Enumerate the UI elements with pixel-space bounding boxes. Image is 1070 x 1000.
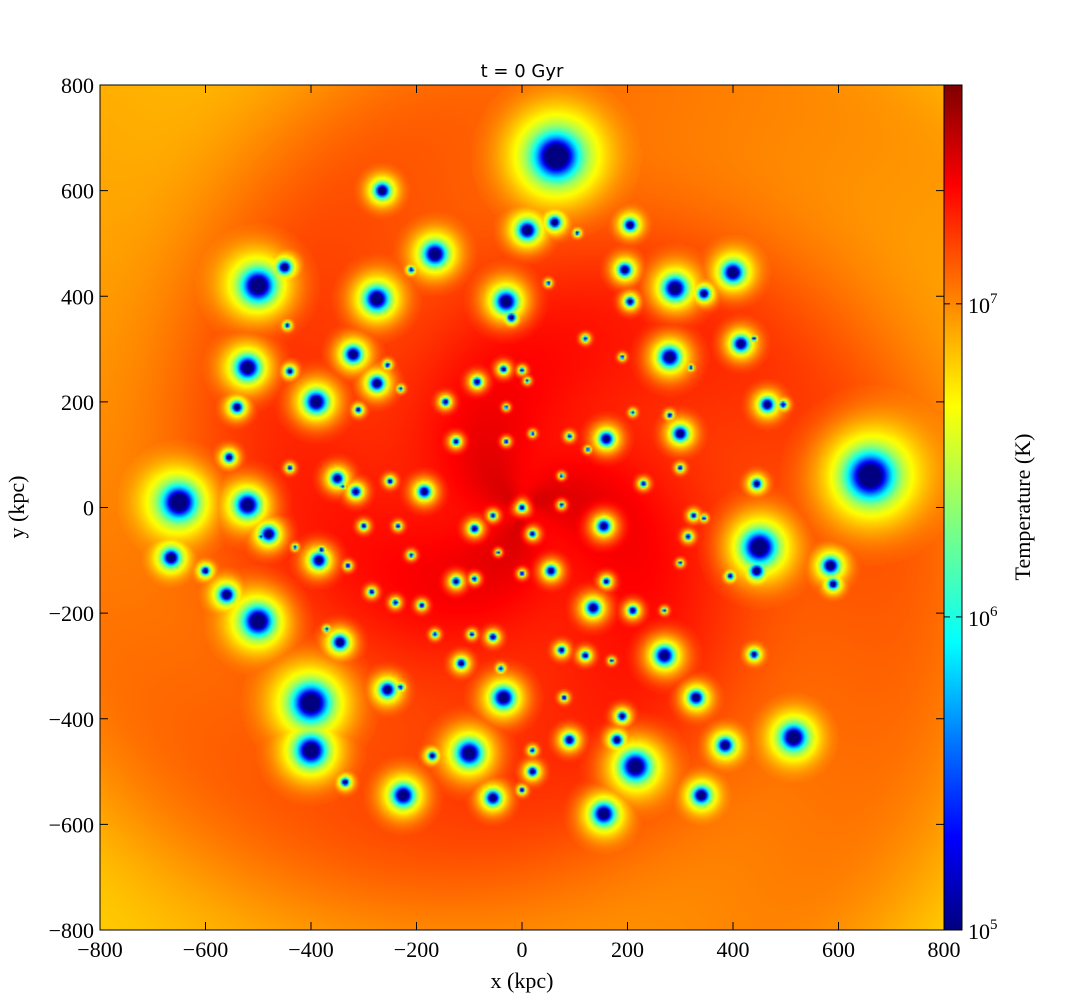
y-axis-label: y (kpc)	[4, 476, 29, 539]
y-tick-label: 800	[61, 73, 94, 98]
x-tick-label: −600	[183, 937, 228, 962]
x-tick-label: 800	[928, 937, 961, 962]
y-tick-label: −400	[49, 707, 94, 732]
y-tick-label: 0	[83, 496, 94, 521]
colorbar	[943, 84, 963, 931]
y-tick-label: −200	[49, 601, 94, 626]
colorbar-axis: 105 106 107	[944, 291, 998, 944]
x-tick-label: −400	[288, 937, 333, 962]
x-axis: −800 −600 −400 −200 0 200 400 600 800	[77, 85, 961, 962]
y-tick-label: 400	[61, 284, 94, 309]
y-axis: −800 −600 −400 −200 0 200 400 600 800	[49, 73, 944, 943]
x-tick-label: −800	[77, 937, 122, 962]
x-tick-label: 600	[822, 937, 855, 962]
y-tick-label: 200	[61, 390, 94, 415]
x-tick-label: 0	[517, 937, 528, 962]
y-tick-label: 600	[61, 179, 94, 204]
y-tick-label: −800	[49, 918, 94, 943]
y-tick-label: −600	[49, 812, 94, 837]
chart-title: t = 0 Gyr	[481, 61, 564, 82]
colorbar-tick-label: 105	[968, 917, 998, 944]
x-axis-label: x (kpc)	[491, 968, 554, 993]
colorbar-tick-label: 107	[968, 291, 998, 318]
x-tick-label: 200	[611, 937, 644, 962]
colorbar-tick-label: 106	[968, 604, 998, 631]
colorbar-label: Temperature (K)	[1010, 434, 1035, 581]
temperature-heatmap	[100, 85, 944, 930]
x-tick-label: −200	[394, 937, 439, 962]
x-tick-label: 400	[717, 937, 750, 962]
